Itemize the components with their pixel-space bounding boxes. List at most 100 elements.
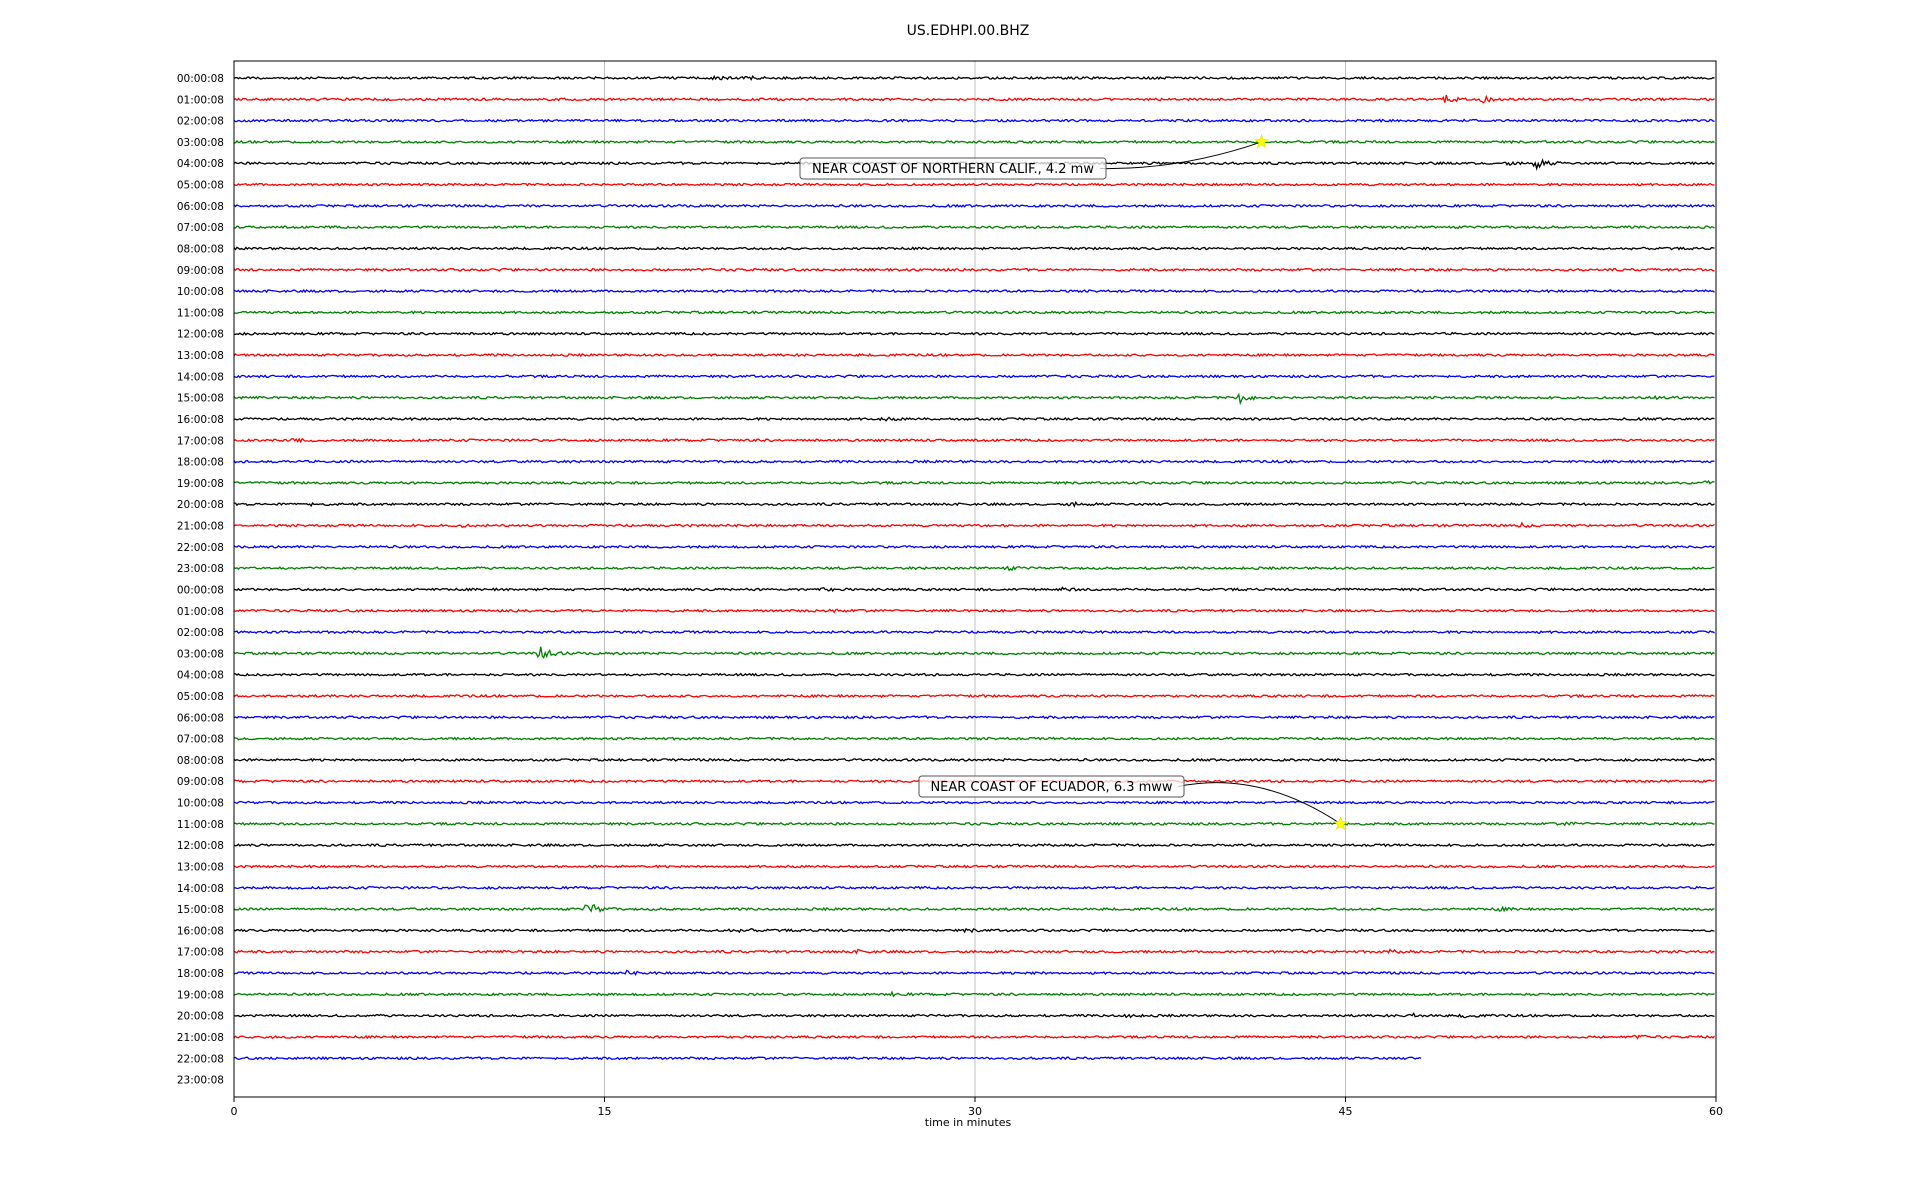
hour-label: 08:00:08 bbox=[177, 243, 224, 255]
hour-label: 23:00:08 bbox=[177, 1075, 224, 1087]
x-tick-label-45: 45 bbox=[1339, 1105, 1353, 1118]
hour-label: 04:00:08 bbox=[177, 158, 224, 170]
seismic-trace bbox=[234, 500, 1715, 508]
seismic-trace bbox=[233, 479, 1715, 486]
annotation-connector bbox=[1177, 782, 1341, 825]
hour-label: 15:00:08 bbox=[177, 904, 224, 916]
hour-label: 22:00:08 bbox=[177, 1053, 224, 1065]
x-tick-label-60: 60 bbox=[1709, 1105, 1723, 1118]
hour-label: 02:00:08 bbox=[177, 116, 224, 128]
hour-label: 14:00:08 bbox=[177, 371, 224, 383]
seismic-trace bbox=[233, 630, 1715, 635]
hour-label: 03:00:08 bbox=[177, 648, 224, 660]
event-star-icon bbox=[1254, 134, 1269, 149]
seismic-trace bbox=[233, 693, 1715, 699]
hour-label: 20:00:08 bbox=[177, 1011, 224, 1023]
seismic-trace bbox=[233, 608, 1715, 614]
seismic-trace bbox=[233, 864, 1715, 869]
hour-label: 17:00:08 bbox=[177, 947, 224, 959]
seismic-trace bbox=[233, 885, 1715, 890]
x-tick-label-15: 15 bbox=[598, 1105, 612, 1118]
seismic-trace bbox=[233, 225, 1715, 230]
seismic-trace bbox=[233, 969, 1715, 976]
seismic-trace bbox=[233, 800, 1715, 805]
hour-label: 12:00:08 bbox=[177, 329, 224, 341]
seismic-trace bbox=[233, 544, 1715, 549]
seismic-trace bbox=[233, 1056, 1422, 1061]
seismic-trace bbox=[233, 903, 1715, 913]
x-tick-label-0: 0 bbox=[231, 1105, 238, 1118]
annotation-connector bbox=[1099, 141, 1262, 170]
hour-label: 07:00:08 bbox=[177, 734, 224, 746]
hour-label: 16:00:08 bbox=[177, 925, 224, 937]
seismic-trace bbox=[233, 267, 1715, 272]
hour-label: 11:00:08 bbox=[177, 819, 224, 831]
seismic-trace bbox=[233, 646, 1715, 659]
seismic-trace bbox=[233, 927, 1715, 934]
hour-label: 21:00:08 bbox=[177, 1032, 224, 1044]
seismic-trace bbox=[233, 672, 1715, 677]
seismic-trace bbox=[233, 437, 1715, 444]
annotation-text: NEAR COAST OF ECUADOR, 6.3 mww bbox=[930, 780, 1172, 795]
hour-label: 09:00:08 bbox=[177, 776, 224, 788]
seismic-trace bbox=[233, 118, 1715, 123]
seismic-trace bbox=[233, 586, 1715, 593]
seismic-trace bbox=[233, 352, 1715, 358]
x-axis-ticks: 0 15 30 45 60 bbox=[231, 1097, 1723, 1118]
annotation-box bbox=[799, 157, 1107, 180]
seismic-trace bbox=[233, 948, 1715, 955]
seismic-trace bbox=[233, 736, 1715, 741]
seismic-trace bbox=[233, 182, 1715, 187]
hour-label: 08:00:08 bbox=[177, 755, 224, 767]
seismic-trace bbox=[233, 374, 1715, 379]
seismic-trace bbox=[233, 459, 1715, 464]
seismic-trace bbox=[233, 246, 1715, 251]
hour-label: 19:00:08 bbox=[177, 478, 224, 490]
event-annotations: NEAR COAST OF NORTHERN CALIF., 4.2 mw NEA… bbox=[799, 134, 1348, 831]
hour-label: 10:00:08 bbox=[177, 798, 224, 810]
hour-label: 14:00:08 bbox=[177, 883, 224, 895]
hour-label: 07:00:08 bbox=[177, 222, 224, 234]
hour-label: 04:00:08 bbox=[177, 670, 224, 682]
seismic-trace bbox=[233, 139, 1715, 145]
hour-label: 17:00:08 bbox=[177, 435, 224, 447]
annotation-box bbox=[918, 775, 1185, 798]
chart-title: US.EDHPI.00.BHZ bbox=[907, 23, 1030, 39]
hour-label: 13:00:08 bbox=[177, 861, 224, 873]
seismic-trace bbox=[233, 203, 1716, 208]
seismic-trace bbox=[233, 565, 1715, 572]
hour-label: 05:00:08 bbox=[177, 180, 224, 192]
seismic-traces bbox=[233, 74, 1716, 1061]
hour-label: 11:00:08 bbox=[177, 307, 224, 319]
seismic-trace bbox=[233, 1034, 1715, 1040]
hour-label: 06:00:08 bbox=[177, 201, 224, 213]
hour-label: 10:00:08 bbox=[177, 286, 224, 298]
hour-label: 01:00:08 bbox=[177, 94, 224, 106]
grid-lines bbox=[604, 61, 1346, 1097]
event-star-icon bbox=[1333, 816, 1348, 831]
annotation-text: NEAR COAST OF NORTHERN CALIF., 4.2 mw bbox=[812, 162, 1094, 177]
hour-labels: 00:00:08 01:00:08 02:00:08 03:00:08 04:00:08… bbox=[177, 73, 224, 1087]
hour-label: 02:00:08 bbox=[177, 627, 224, 639]
seismic-trace bbox=[233, 521, 1715, 528]
x-axis-label: time in minutes bbox=[925, 1116, 1012, 1129]
x-tick-label-30: 30 bbox=[968, 1105, 982, 1118]
hour-label: 22:00:08 bbox=[177, 542, 224, 554]
hour-label: 06:00:08 bbox=[177, 712, 224, 724]
hour-label: 01:00:08 bbox=[177, 606, 224, 618]
hour-label: 00:00:08 bbox=[177, 584, 224, 596]
hour-label: 23:00:08 bbox=[177, 563, 224, 575]
seismic-trace bbox=[233, 821, 1715, 827]
hour-label: 12:00:08 bbox=[177, 840, 224, 852]
hour-label: 13:00:08 bbox=[177, 350, 224, 362]
seismic-trace bbox=[233, 416, 1715, 422]
hour-label: 03:00:08 bbox=[177, 137, 224, 149]
seismic-trace bbox=[233, 94, 1715, 104]
hour-label: 21:00:08 bbox=[177, 521, 224, 533]
hour-label: 05:00:08 bbox=[177, 691, 224, 703]
seismic-trace bbox=[233, 392, 1715, 406]
seismic-trace bbox=[233, 74, 1715, 81]
hour-label: 00:00:08 bbox=[177, 73, 224, 85]
hour-label: 18:00:08 bbox=[177, 968, 224, 980]
